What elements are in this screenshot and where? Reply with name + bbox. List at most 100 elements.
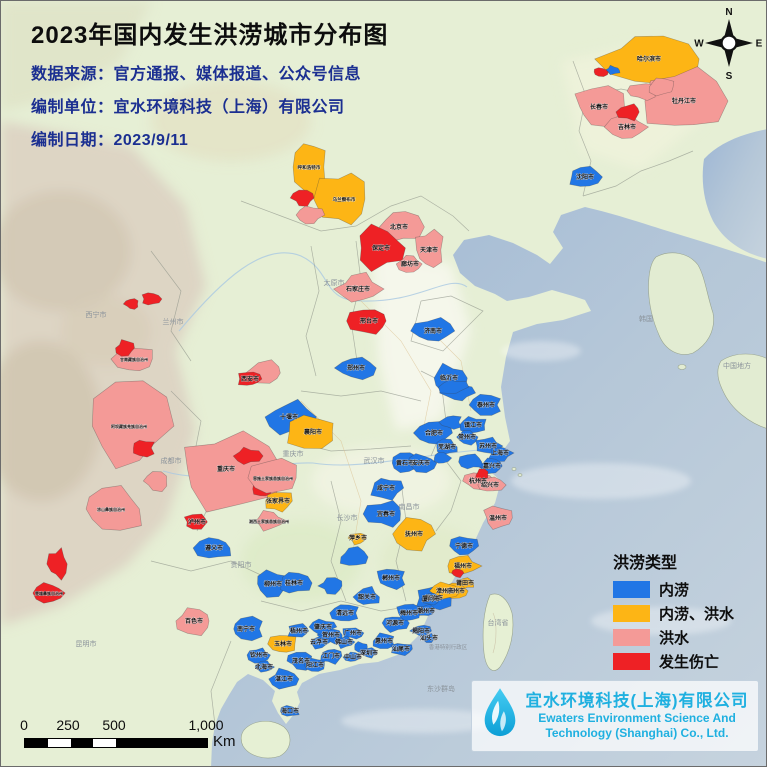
map-region-襄阳市: [287, 414, 334, 449]
city-label-泰州市: 泰州市: [476, 401, 495, 409]
city-label-石家庄市: 石家庄市: [345, 285, 370, 293]
japan-kyushu: [717, 353, 766, 429]
map-region-r25: [115, 339, 135, 357]
map-region-常州市: [456, 429, 479, 446]
legend-swatch-casualties: [613, 652, 650, 670]
city-label-安庆市: 安庆市: [412, 459, 430, 467]
map-region-r8: [593, 67, 609, 77]
map-region-北京市: [379, 211, 425, 242]
map-region-沈阳市: [569, 165, 603, 187]
legend-label-waterlogging: 内涝: [659, 581, 690, 599]
map-region-r27: [133, 439, 155, 458]
map-region-r13: [295, 205, 326, 225]
city-label-汕尾市: 汕尾市: [392, 645, 410, 653]
basemap-label-南昌市: 南昌市: [399, 502, 420, 511]
city-label-中山市: 中山市: [344, 653, 362, 661]
scale-unit: Km: [213, 733, 236, 750]
city-label-福州市: 福州市: [453, 562, 472, 570]
city-label-黄石市: 黄石市: [396, 459, 414, 467]
city-label-沈阳市: 沈阳市: [576, 173, 594, 181]
city-label-佛山市: 佛山市: [334, 638, 353, 646]
map-region-海口市: [280, 705, 300, 717]
scale-tick-500: 500: [102, 717, 126, 733]
date-line: 编制日期：2023/9/11: [31, 132, 189, 149]
city-label-凉山彝族自治州: 凉山彝族自治州: [97, 506, 125, 512]
city-label-北京市: 北京市: [390, 223, 408, 231]
city-label-临沂市: 临沂市: [440, 374, 458, 382]
map-region-佛山市: [335, 635, 356, 650]
city-label-廊坊市: 廊坊市: [401, 260, 419, 268]
city-label-杭州市: 杭州市: [469, 477, 487, 485]
map-region-r12: [289, 189, 315, 207]
legend-item-flood: 洪水: [613, 628, 734, 647]
korea-peninsula: [648, 252, 714, 355]
map-region-安庆市: [408, 453, 438, 474]
map-region-郴州市: [376, 568, 406, 591]
city-label-汕头市: 汕头市: [420, 634, 438, 642]
map-region-r29: [46, 547, 68, 581]
map-region-清远市: [329, 604, 359, 622]
company-logo-text: 宜水环境科技(上海)有限公司 Ewaters Environment Scien…: [522, 691, 752, 742]
city-label-清远市: 清远市: [336, 609, 354, 617]
city-label-莆田市: 莆田市: [456, 579, 474, 587]
city-label-乌兰察布市: 乌兰察布市: [333, 196, 356, 203]
city-label-泸州市: 泸州市: [188, 518, 206, 526]
city-label-嘉兴市: 嘉兴市: [482, 462, 501, 470]
islands: [240, 252, 766, 759]
city-label-保定市: 保定市: [371, 244, 390, 252]
map-region-r71: [317, 577, 343, 595]
compass-rose: N E S W: [694, 7, 762, 82]
legend-item-waterlogging: 内涝: [613, 580, 734, 599]
city-label-牡丹江市: 牡丹江市: [672, 97, 696, 105]
scale-bar: 0 250 500 1,000 Km: [17, 717, 257, 755]
basemap-label-西宁市: 西宁市: [86, 310, 107, 319]
terrain-west: [1, 1, 311, 626]
city-label-长春市: 长春市: [590, 103, 608, 111]
city-label-哈尔滨市: 哈尔滨市: [637, 55, 661, 63]
map-region-汕头市: [420, 633, 435, 643]
publisher-line: 编制单位：宜水环境科技（上海）有限公司: [31, 99, 345, 116]
city-label-重庆市: 重庆市: [217, 465, 235, 473]
city-label-玉林市: 玉林市: [274, 640, 292, 648]
map-region-温州市: [483, 505, 513, 530]
map-region-r3: [648, 77, 675, 97]
map-title: 2023年国内发生洪涝城市分布图: [31, 22, 389, 49]
water-drop-logo-icon: [484, 688, 516, 737]
city-label-郑州市: 郑州市: [347, 364, 365, 372]
company-name-en-2: Technology (Shanghai) Co., Ltd.: [545, 726, 729, 741]
map-region-江门市: [320, 648, 343, 665]
map-region-百色市: [175, 607, 210, 637]
map-region-汕尾市: [390, 643, 413, 657]
basemap-label-东沙群岛: 东沙群岛: [427, 684, 455, 693]
city-label-百色市: 百色市: [185, 617, 203, 625]
basemap-label-贵阳市: 贵阳市: [231, 560, 252, 569]
city-label-恩施土家族苗族自治州: 恩施土家族苗族自治州: [253, 475, 293, 481]
map-region-云浮市: [310, 634, 331, 650]
basemap-label-兰州市: 兰州市: [163, 317, 184, 326]
city-label-甘南藏族自治州: 甘南藏族自治州: [120, 356, 148, 362]
ocean: [211, 129, 766, 766]
city-label-阿坝藏族羌族自治州: 阿坝藏族羌族自治州: [111, 423, 147, 429]
city-label-钦州市: 钦州市: [250, 651, 268, 659]
map-region-r64: [433, 452, 453, 464]
scale-tick-1000: 1,000: [188, 717, 224, 733]
city-label-天津市: 天津市: [420, 246, 438, 254]
map-region-凉山彝族自治州: [85, 485, 142, 531]
map-region-r6: [615, 103, 640, 122]
map-region-r57: [475, 468, 489, 482]
city-label-广州市: 广州市: [344, 629, 362, 637]
scale-tick-0: 0: [20, 717, 28, 733]
map-region-r23: [122, 298, 139, 310]
city-label-揭阳市: 揭阳市: [412, 627, 430, 635]
city-label-赣州市: 赣州市: [425, 594, 443, 602]
city-label-邢台市: 邢台市: [359, 317, 378, 325]
city-label-潮州市: 潮州市: [417, 607, 435, 615]
scale-seg-2: [48, 739, 71, 747]
city-label-合肥市: 合肥市: [425, 429, 443, 437]
city-label-绍兴市: 绍兴市: [481, 481, 499, 489]
map-region-厦门市: [420, 592, 439, 606]
city-label-惠州市: 惠州市: [375, 637, 393, 645]
